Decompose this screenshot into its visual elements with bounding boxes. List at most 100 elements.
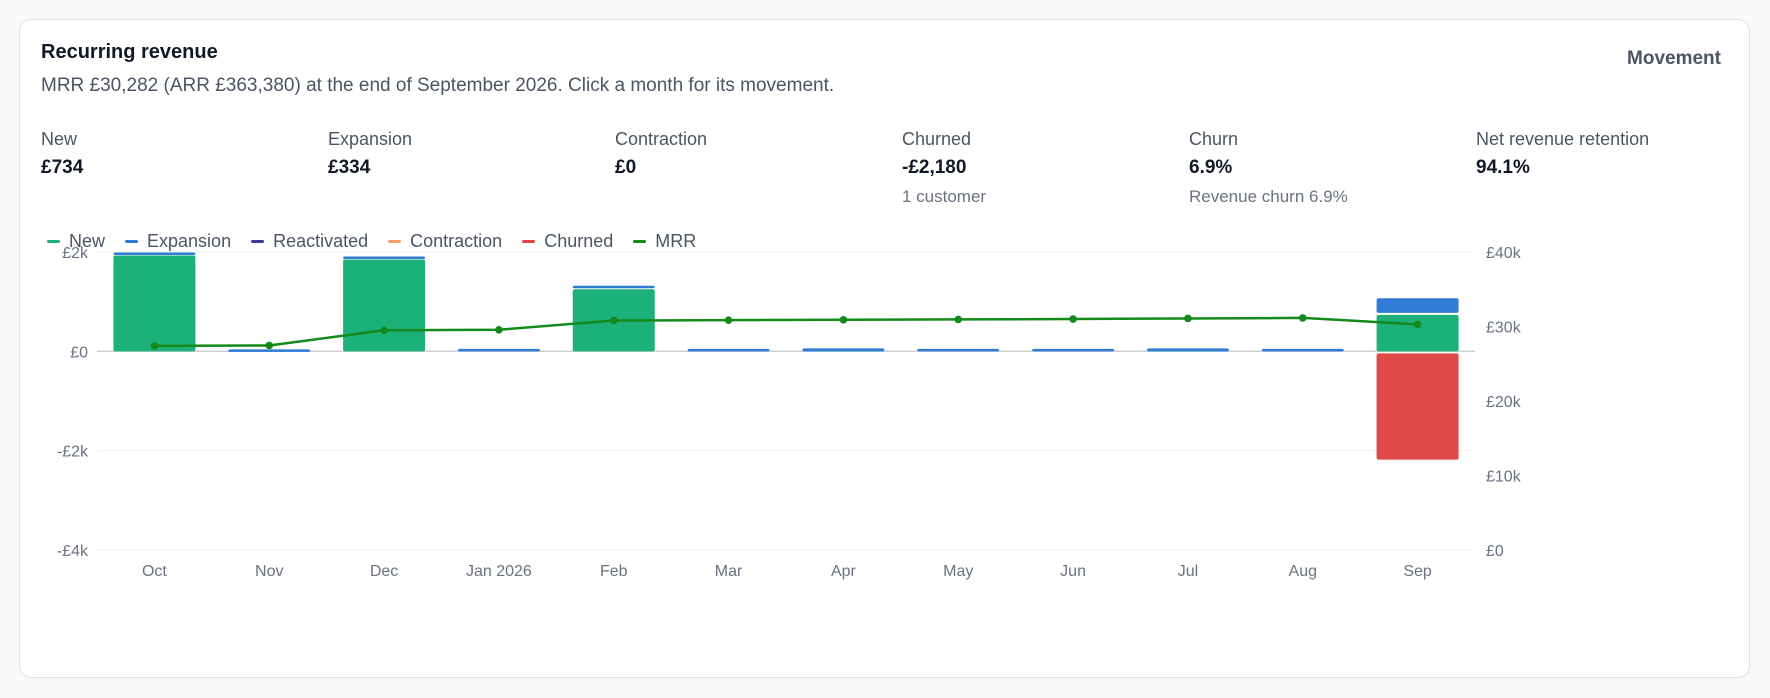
- stat-label: Contraction: [615, 129, 708, 149]
- movement-button[interactable]: Movement: [1627, 48, 1721, 69]
- mrr-point: [954, 315, 963, 324]
- bar-expansion: [343, 256, 426, 259]
- y-left-tick-label: -£2k: [57, 444, 89, 461]
- revenue-card: Recurring revenue MRR £30,282 (ARR £363,…: [19, 19, 1750, 678]
- legend-item-reactivated[interactable]: Reactivated: [251, 231, 368, 252]
- stat-new: New £734: [41, 129, 83, 179]
- chart-legend: New Expansion Reactivated Contraction Ch…: [47, 231, 716, 252]
- stat-label: Churn: [1189, 129, 1239, 149]
- mrr-point: [724, 316, 733, 324]
- stat-sub: Revenue churn 6.9%: [1189, 187, 1348, 206]
- bar-group-apr[interactable]: [802, 348, 885, 352]
- legend-label: Reactivated: [273, 231, 369, 251]
- stat-value: 6.9%: [1189, 157, 1233, 178]
- x-tick-label: Apr: [831, 563, 857, 580]
- bar-expansion: [917, 348, 1000, 352]
- legend-swatch-contraction: [388, 240, 402, 243]
- legend-label: Contraction: [410, 231, 503, 251]
- x-tick-label: Feb: [600, 563, 628, 580]
- bar-group-jan-2026[interactable]: [457, 348, 540, 352]
- mrr-point: [380, 326, 388, 335]
- bar-expansion: [1261, 348, 1344, 352]
- legend-label: New: [69, 231, 106, 251]
- bar-group-dec[interactable]: [343, 256, 426, 352]
- legend-item-new[interactable]: New: [47, 231, 105, 252]
- bar-expansion: [1032, 348, 1115, 352]
- y-left-tick-label: £2k: [62, 245, 89, 262]
- bar-group-aug[interactable]: [1261, 348, 1344, 352]
- legend-swatch-expansion: [125, 240, 139, 243]
- bar-expansion: [572, 285, 655, 289]
- stat-expansion: Expansion £334: [328, 129, 412, 179]
- mrr-point: [265, 341, 274, 350]
- x-tick-label: Jun: [1060, 563, 1086, 580]
- mrr-point: [150, 342, 159, 350]
- stat-value: £734: [41, 157, 84, 178]
- legend-swatch-reactivated: [251, 240, 265, 243]
- y-right-tick-label: £0: [1486, 543, 1504, 560]
- stat-label: Net revenue retention: [1476, 129, 1650, 149]
- card-title: Recurring revenue: [41, 41, 218, 63]
- y-right-tick-label: £30k: [1486, 320, 1522, 337]
- y-left-tick-label: £0: [70, 344, 88, 361]
- bar-expansion: [1146, 348, 1229, 352]
- x-tick-label: Nov: [255, 563, 283, 580]
- legend-swatch-new: [47, 240, 60, 243]
- mrr-point: [1069, 315, 1077, 323]
- stat-value: 94.1%: [1476, 157, 1530, 178]
- stat-value: £334: [328, 157, 371, 178]
- bar-expansion: [113, 252, 196, 255]
- mrr-point: [495, 325, 503, 334]
- mrr-point: [1184, 314, 1192, 323]
- mrr-point: [609, 316, 618, 325]
- legend-label: Expansion: [147, 231, 232, 251]
- bar-group-mar[interactable]: [687, 348, 770, 352]
- y-right-tick-label: £20k: [1486, 394, 1522, 411]
- y-right-tick-label: £40k: [1486, 245, 1522, 262]
- stat-nrr: Net revenue retention 94.1%: [1476, 129, 1649, 179]
- x-tick-label: Oct: [142, 563, 167, 580]
- bar-group-may[interactable]: [917, 348, 1000, 352]
- bar-group-nov[interactable]: [228, 349, 311, 352]
- stat-label: Churned: [902, 129, 972, 149]
- x-tick-label: May: [943, 563, 973, 580]
- stat-churn: Churn 6.9% Revenue churn 6.9%: [1189, 129, 1348, 207]
- mrr-point: [1413, 320, 1422, 329]
- bar-group-oct[interactable]: [113, 252, 196, 352]
- mrr-point: [1298, 314, 1307, 322]
- stat-value: -£2,180: [902, 157, 967, 178]
- legend-label: MRR: [655, 231, 697, 251]
- bar-new: [343, 259, 426, 352]
- legend-item-mrr[interactable]: MRR: [633, 231, 696, 252]
- stat-value: £0: [615, 157, 637, 178]
- bar-new: [1376, 314, 1459, 352]
- bar-expansion: [802, 348, 885, 352]
- mrr-line: [154, 316, 1418, 348]
- legend-item-expansion[interactable]: Expansion: [125, 231, 231, 252]
- bar-churned: [1376, 353, 1459, 460]
- bar-expansion: [457, 348, 540, 352]
- stat-label: Expansion: [328, 129, 413, 149]
- x-tick-label: Mar: [715, 563, 743, 580]
- bar-group-jun[interactable]: [1032, 348, 1115, 352]
- legend-label: Churned: [544, 231, 614, 251]
- x-tick-label: Jul: [1178, 563, 1198, 580]
- legend-swatch-mrr: [633, 240, 647, 243]
- revenue-chart: £2k £0 -£2k -£4k £40k £30k £20k £10k £0 Oct Nov Dec…: [57, 245, 1522, 580]
- stat-churned: Churned -£2,180 1 customer: [902, 129, 986, 207]
- bar-group-jul[interactable]: [1146, 348, 1229, 352]
- legend-item-churned[interactable]: Churned: [522, 231, 613, 252]
- bar-expansion: [228, 349, 311, 352]
- card-subtitle: MRR £30,282 (ARR £363,380) at the end of…: [41, 75, 835, 96]
- stat-contraction: Contraction £0: [615, 129, 707, 179]
- stat-label: New: [41, 129, 78, 149]
- x-tick-label: Dec: [370, 563, 398, 580]
- stat-sub: 1 customer: [902, 187, 987, 206]
- bar-new: [113, 255, 196, 352]
- y-right-tick-label: £10k: [1486, 469, 1522, 486]
- x-tick-label: Aug: [1289, 563, 1317, 580]
- legend-item-contraction[interactable]: Contraction: [388, 231, 502, 252]
- x-tick-label: Sep: [1403, 563, 1432, 580]
- mrr-point: [839, 315, 848, 324]
- bar-expansion: [687, 348, 770, 352]
